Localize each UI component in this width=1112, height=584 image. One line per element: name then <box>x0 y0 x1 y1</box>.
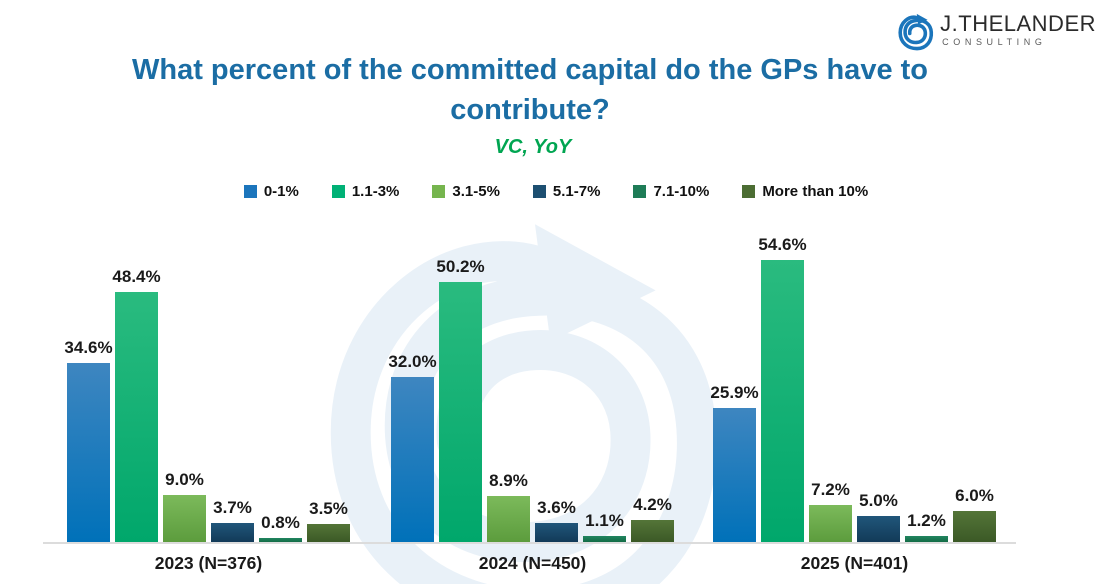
legend-item-7.1-10%: 7.1-10% <box>633 183 709 200</box>
bar-cell: 32.0% <box>388 352 437 542</box>
bars-row: 34.6% 48.4% 9.0% 3.7% 0.8% 3.5% <box>64 267 350 542</box>
bar-cell: 3.6% <box>535 498 578 542</box>
bar-value-label: 48.4% <box>112 267 161 287</box>
bar-0-1%-2024 <box>391 377 434 542</box>
bar-value-label: 1.2% <box>907 511 946 531</box>
legend: 0-1% 1.1-3% 3.1-5% 5.1-7% 7.1-10% More than 1… <box>0 183 1112 200</box>
legend-item-3.1-5%: 3.1-5% <box>432 183 500 200</box>
legend-label: More than 10% <box>762 183 869 200</box>
bar-cell: 6.0% <box>953 486 996 542</box>
bar-5.1-7%-2025 <box>857 516 900 542</box>
x-axis-label: 2024 (N=450) <box>478 553 587 573</box>
logo-subname: CONSULTING <box>942 37 1047 47</box>
bars-row: 25.9% 54.6% 7.2% 5.0% 1.2% 6.0% <box>710 235 996 542</box>
spiral-arrow-icon <box>898 13 934 51</box>
bar-cell: 34.6% <box>64 338 113 542</box>
bar-value-label: 0.8% <box>261 513 300 533</box>
bar-More than 10%-2023 <box>307 524 350 542</box>
legend-swatch-icon <box>532 185 546 198</box>
bar-More than 10%-2024 <box>631 520 674 542</box>
bar-value-label: 8.9% <box>489 471 528 491</box>
bar-cell: 4.2% <box>631 495 674 542</box>
bar-7.1-10%-2024 <box>583 536 626 542</box>
bar-value-label: 34.6% <box>64 338 113 358</box>
bar-0-1%-2023 <box>67 363 110 542</box>
bar-0-1%-2025 <box>713 408 756 542</box>
chart-title-line2: contribute? <box>450 94 610 126</box>
bar-5.1-7%-2023 <box>211 523 254 542</box>
x-axis-label: 2023 (N=376) <box>154 553 263 573</box>
bar-value-label: 3.6% <box>537 498 576 518</box>
bar-1.1-3%-2024 <box>439 282 482 542</box>
legend-item-1.1-3%: 1.1-3% <box>331 183 400 200</box>
bar-cell: 7.2% <box>809 480 852 542</box>
bar-cell: 0.8% <box>259 513 302 542</box>
bar-value-label: 54.6% <box>758 235 807 255</box>
bar-3.1-5%-2024 <box>487 496 530 542</box>
legend-swatch-icon <box>432 185 446 198</box>
bar-1.1-3%-2025 <box>761 260 804 542</box>
bar-value-label: 3.7% <box>213 498 252 518</box>
bar-cell: 25.9% <box>710 383 759 542</box>
legend-item-0-1%: 0-1% <box>243 183 299 200</box>
legend-label: 5.1-7% <box>552 183 601 200</box>
legend-label: 0-1% <box>263 183 299 200</box>
bar-1.1-3%-2023 <box>115 292 158 542</box>
bar-cell: 50.2% <box>436 257 485 542</box>
legend-item-5.1-7%: 5.1-7% <box>532 183 601 200</box>
chart-subtitle: VC, YoY <box>494 136 572 158</box>
legend-swatch-icon <box>633 185 647 198</box>
bar-group-2025: 25.9% 54.6% 7.2% 5.0% 1.2% 6.0% 2025 (N=401) <box>710 235 996 584</box>
bar-value-label: 6.0% <box>955 486 994 506</box>
bar-cell: 1.1% <box>583 511 626 542</box>
bar-group-2024: 32.0% 50.2% 8.9% 3.6% 1.1% 4.2% 2024 (N=450) <box>388 257 674 584</box>
bar-value-label: 1.1% <box>585 511 624 531</box>
bar-cell: 1.2% <box>905 511 948 542</box>
legend-label: 7.1-10% <box>653 183 710 200</box>
bar-cell: 5.0% <box>857 491 900 542</box>
bar-value-label: 5.0% <box>859 491 898 511</box>
bar-cell: 3.5% <box>307 499 350 542</box>
logo-name: J.THELANDER <box>940 11 1096 36</box>
bar-value-label: 3.5% <box>309 499 348 519</box>
bar-cell: 9.0% <box>163 470 206 542</box>
bar-cell: 3.7% <box>211 498 254 542</box>
bar-value-label: 50.2% <box>436 257 485 277</box>
legend-label: 3.1-5% <box>452 183 500 200</box>
company-logo: J.THELANDER CONSULTING <box>896 13 1096 53</box>
bar-value-label: 32.0% <box>388 352 437 372</box>
chart-title: What percent of the committed capital do… <box>0 50 1112 130</box>
legend-swatch-icon <box>243 185 257 198</box>
x-axis-label: 2025 (N=401) <box>800 553 909 573</box>
bar-cell: 8.9% <box>487 471 530 542</box>
x-axis-line <box>43 542 1016 544</box>
bar-value-label: 7.2% <box>811 480 850 500</box>
bar-cell: 48.4% <box>112 267 161 542</box>
bar-5.1-7%-2024 <box>535 523 578 542</box>
bar-7.1-10%-2025 <box>905 536 948 542</box>
bar-3.1-5%-2023 <box>163 495 206 542</box>
bar-More than 10%-2025 <box>953 511 996 542</box>
bar-value-label: 25.9% <box>710 383 759 403</box>
bar-value-label: 4.2% <box>633 495 672 515</box>
bar-3.1-5%-2025 <box>809 505 852 542</box>
chart-title-line1: What percent of the committed capital do… <box>132 54 928 86</box>
bar-cell: 54.6% <box>758 235 807 542</box>
bar-group-2023: 34.6% 48.4% 9.0% 3.7% 0.8% 3.5% 2023 (N=376) <box>64 267 350 584</box>
legend-label: 1.1-3% <box>351 183 400 200</box>
bars-row: 32.0% 50.2% 8.9% 3.6% 1.1% 4.2% <box>388 257 674 542</box>
logo-text: J.THELANDER CONSULTING <box>940 13 1096 47</box>
legend-swatch-icon <box>742 185 756 198</box>
bar-7.1-10%-2023 <box>259 538 302 542</box>
legend-swatch-icon <box>331 185 345 198</box>
bar-value-label: 9.0% <box>165 470 204 490</box>
legend-item-More than 10%: More than 10% <box>742 183 868 200</box>
